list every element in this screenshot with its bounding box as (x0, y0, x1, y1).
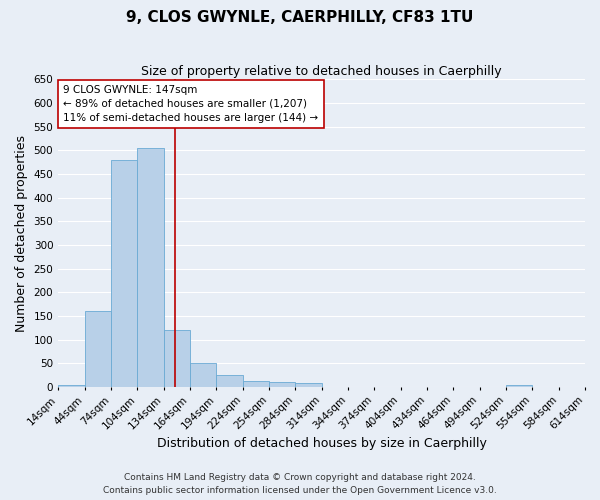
Bar (111, 160, 137, 387)
Bar (190, 364, 216, 387)
Bar (137, 148, 164, 387)
Bar (216, 375, 242, 387)
Title: Size of property relative to detached houses in Caerphilly: Size of property relative to detached ho… (141, 65, 502, 78)
Bar (164, 330, 190, 387)
Bar (295, 383, 322, 387)
Bar (269, 382, 295, 387)
Bar (85, 311, 111, 387)
X-axis label: Distribution of detached houses by size in Caerphilly: Distribution of detached houses by size … (157, 437, 487, 450)
Bar (58, 384, 85, 387)
Text: 9 CLOS GWYNLE: 147sqm
← 89% of detached houses are smaller (1,207)
11% of semi-d: 9 CLOS GWYNLE: 147sqm ← 89% of detached … (64, 85, 319, 123)
Y-axis label: Number of detached properties: Number of detached properties (15, 134, 28, 332)
Bar (506, 384, 532, 387)
Text: Contains HM Land Registry data © Crown copyright and database right 2024.
Contai: Contains HM Land Registry data © Crown c… (103, 474, 497, 495)
Bar (242, 381, 269, 387)
Text: 9, CLOS GWYNLE, CAERPHILLY, CF83 1TU: 9, CLOS GWYNLE, CAERPHILLY, CF83 1TU (127, 10, 473, 25)
